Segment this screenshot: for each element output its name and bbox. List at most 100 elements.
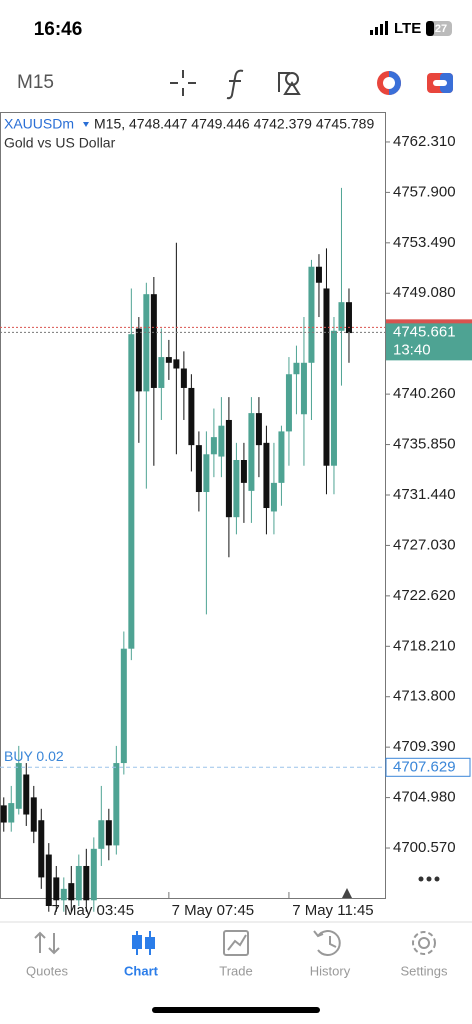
position-label[interactable]: BUY 0.02 — [4, 748, 64, 764]
home-indicator — [152, 1007, 320, 1013]
y-tick-label: 4718.210 — [393, 637, 456, 654]
candle-body — [158, 357, 165, 388]
candle-body — [255, 413, 262, 446]
bid-price: 4745.661 — [393, 323, 456, 340]
nav-bar: Quotes Chart Trade History Settings — [26, 963, 448, 978]
y-tick-label: 4713.800 — [393, 688, 456, 705]
x-tick-label: 7 May 07:45 — [172, 902, 255, 919]
history-icon[interactable] — [313, 930, 341, 956]
y-tick-label: 4727.030 — [393, 536, 456, 553]
trade-nav-icon[interactable] — [223, 930, 249, 956]
candle-body — [210, 437, 217, 455]
candle-body — [300, 362, 307, 415]
candle-body — [270, 482, 277, 512]
more-button[interactable] — [418, 876, 440, 882]
candle-body — [188, 387, 195, 446]
candle-body — [120, 648, 127, 764]
candle-body — [195, 445, 202, 493]
candle-body — [315, 266, 322, 283]
candle-body — [225, 419, 232, 518]
candle-body — [98, 820, 105, 849]
y-tick-label: 4735.850 — [393, 436, 456, 453]
position-price-box — [385, 757, 471, 777]
position-price: 4707.629 — [393, 758, 456, 775]
candle-body — [90, 848, 97, 901]
y-tick-label: 4762.310 — [393, 133, 456, 150]
symbol[interactable]: XAUUSDm — [4, 116, 74, 132]
candle-body — [248, 413, 255, 491]
signals-icon[interactable] — [377, 71, 401, 95]
battery-level — [426, 21, 434, 36]
candle-body — [240, 459, 247, 483]
candle-body — [263, 442, 270, 509]
chart-icon[interactable] — [132, 931, 155, 955]
candle-body — [233, 459, 240, 518]
crosshair-icon[interactable] — [170, 70, 196, 96]
nav-label[interactable]: Quotes — [26, 963, 68, 978]
candle-body — [75, 865, 82, 901]
x-tick-label: 7 May 03:45 — [52, 902, 135, 919]
candle-body — [23, 774, 30, 815]
candle-body — [45, 854, 52, 907]
clock: 16:46 — [34, 19, 83, 40]
battery-percent: 27 — [435, 23, 447, 35]
y-tick-label: 4731.440 — [393, 486, 456, 503]
y-tick-label: 4740.260 — [393, 385, 456, 402]
candle-body — [0, 805, 7, 823]
plot: 4762.310 4757.900 4753.490 4749.080 4740.260… — [0, 133, 472, 919]
candle-body — [165, 357, 172, 363]
nav-label[interactable]: History — [310, 963, 351, 978]
quotes-icon[interactable] — [34, 931, 60, 955]
bar-timer: 13:40 — [393, 341, 431, 358]
nav-label[interactable]: Settings — [401, 963, 448, 978]
candle-body — [293, 362, 300, 375]
candle-body — [83, 865, 90, 901]
x-tick-label: 7 May 11:45 — [292, 902, 373, 919]
timeframe[interactable]: M15 — [17, 72, 54, 93]
nav-label[interactable]: Trade — [219, 963, 252, 978]
candle-body — [8, 803, 15, 823]
candle-body — [15, 763, 22, 809]
y-tick-label: 4700.570 — [393, 839, 456, 856]
candle-body — [285, 374, 292, 432]
candle-body — [180, 368, 187, 388]
bid-label — [386, 323, 472, 361]
y-tick-label: 4753.490 — [393, 234, 456, 251]
candle-body — [128, 334, 135, 649]
candle-body — [338, 302, 345, 331]
candle-body — [203, 454, 210, 493]
candle-body — [38, 820, 45, 878]
candle-body — [323, 288, 330, 466]
symbol-description: Gold vs US Dollar — [4, 135, 116, 151]
candle-body — [105, 820, 112, 846]
candle-body — [68, 883, 75, 901]
candle-body — [143, 294, 150, 392]
candle-body — [53, 877, 60, 901]
candle-body — [113, 763, 120, 846]
candle-body — [330, 330, 337, 466]
network: LTE — [394, 20, 421, 37]
nav-label[interactable]: Chart — [124, 963, 159, 978]
candle-body — [30, 797, 37, 832]
candle-body — [345, 302, 352, 334]
signal-icon — [370, 21, 388, 35]
symbol-dropdown[interactable] — [83, 122, 89, 127]
scroll-marker[interactable] — [342, 888, 352, 898]
y-tick-label: 4749.080 — [393, 284, 456, 301]
chart-frame — [0, 112, 386, 899]
y-tick-label: 4722.620 — [393, 587, 456, 604]
settings-icon[interactable] — [412, 931, 436, 955]
candle-body — [308, 266, 315, 363]
candle-body — [173, 359, 180, 369]
y-tick-label: 4709.390 — [393, 738, 456, 755]
candle-body — [60, 888, 67, 901]
candle-body — [150, 294, 157, 388]
candle-body — [218, 425, 225, 457]
objects-icon[interactable] — [278, 72, 301, 95]
ohlc-header: M15, 4748.447 4749.446 4742.379 4745.789 — [94, 116, 374, 132]
trade-icon[interactable] — [427, 73, 453, 93]
candle-body — [135, 328, 142, 392]
indicators-icon[interactable] — [226, 69, 244, 100]
